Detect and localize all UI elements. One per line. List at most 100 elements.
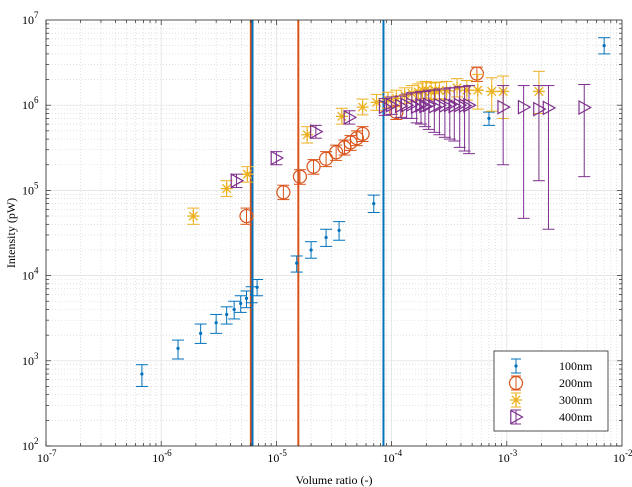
data-point	[471, 84, 484, 97]
data-point	[419, 98, 433, 114]
data-point	[412, 85, 425, 98]
data-point	[337, 228, 341, 232]
series-3	[230, 83, 592, 230]
error-bar	[517, 85, 530, 219]
series-0	[135, 37, 611, 387]
data-point	[244, 296, 249, 301]
x-tick-label: 10 -7	[37, 448, 57, 465]
error-bar	[343, 110, 356, 125]
legend-item-1: 200nm	[508, 375, 593, 391]
data-point	[460, 84, 473, 97]
data-point	[487, 116, 491, 120]
legend-item-3: 400nm	[510, 409, 593, 425]
data-point	[469, 66, 484, 81]
y-tick-label: 10 2	[22, 436, 39, 453]
error-bar	[448, 87, 461, 142]
data-point	[306, 159, 321, 174]
data-point	[187, 210, 200, 223]
error-bar	[578, 83, 591, 178]
y-tick-label-exponent: 7	[34, 10, 39, 20]
y-tick-label: 10 3	[22, 351, 39, 368]
error-bar	[330, 144, 343, 161]
data-point	[517, 99, 532, 115]
legend-label: 300nm	[559, 393, 593, 407]
data-point	[309, 248, 313, 252]
data-point	[310, 124, 324, 140]
data-point	[443, 97, 458, 113]
error-bar	[378, 97, 391, 116]
x-axis-title: Volume ratio (-)	[295, 473, 372, 487]
data-point	[355, 126, 370, 142]
x-tick-label-base: 10	[37, 451, 49, 465]
data-point	[176, 346, 180, 350]
data-point	[390, 92, 403, 105]
x-tick-label-base: 10	[498, 451, 510, 465]
data-point	[497, 99, 511, 115]
data-point	[140, 372, 144, 376]
error-bar	[497, 85, 510, 166]
data-point	[335, 110, 348, 123]
y-tick-label-exponent: 3	[34, 351, 39, 361]
data-point	[295, 261, 299, 265]
data-point	[232, 307, 236, 312]
error-bar	[240, 207, 253, 225]
data-point	[372, 201, 376, 206]
data-point	[485, 85, 498, 98]
data-point	[370, 96, 383, 109]
y-tick-label-exponent: 4	[34, 266, 39, 276]
legend-label: 200nm	[559, 376, 593, 390]
data-point	[378, 99, 393, 115]
data-point	[356, 101, 369, 114]
data-point	[199, 331, 203, 335]
data-point	[239, 301, 243, 306]
y-tick-label: 10 5	[22, 180, 39, 197]
error-bar	[542, 85, 555, 230]
data-point	[225, 312, 229, 317]
legend-label: 400nm	[559, 410, 593, 424]
y-tick-label: 10 7	[22, 10, 39, 27]
data-point	[214, 321, 218, 325]
data-point	[510, 409, 524, 425]
data-point	[292, 169, 308, 184]
y-tick-label-base: 10	[22, 354, 34, 368]
data-point	[241, 168, 254, 181]
data-point	[602, 44, 606, 48]
data-point	[542, 100, 557, 116]
data-point	[329, 145, 344, 160]
data-point	[220, 182, 233, 195]
x-tick-label: 10 -3	[498, 448, 518, 465]
x-tick-label-exponent: -4	[395, 448, 403, 458]
error-bar	[438, 88, 451, 138]
series-layer	[135, 37, 611, 387]
x-tick-label-base: 10	[613, 451, 625, 465]
legend: 100nm 200nm 300nm 400nm	[493, 350, 609, 432]
x-tick-label-base: 10	[267, 451, 279, 465]
x-tick-label-exponent: -3	[510, 448, 518, 458]
error-bar	[356, 126, 369, 142]
x-tick-label: 10 -6	[152, 448, 172, 465]
data-point	[415, 97, 429, 113]
data-point	[239, 208, 254, 224]
y-tick-label-base: 10	[22, 98, 34, 112]
tick-marks	[45, 20, 622, 447]
data-point	[255, 285, 259, 289]
data-point	[425, 85, 438, 98]
vertical-lines	[249, 20, 385, 446]
error-bar	[394, 95, 407, 118]
data-point	[578, 99, 592, 116]
data-point	[270, 150, 285, 166]
data-point	[301, 128, 314, 141]
y-tick-label-base: 10	[22, 183, 34, 197]
plot-frame	[45, 19, 623, 447]
legend-box	[493, 350, 609, 432]
data-point	[410, 99, 425, 115]
data-point	[428, 98, 443, 114]
x-tick-label-exponent: -7	[49, 448, 57, 458]
data-point	[510, 394, 522, 406]
data-point	[276, 185, 291, 200]
x-tick-label: 10 -5	[267, 448, 287, 465]
error-bar	[463, 85, 476, 155]
data-point	[463, 97, 477, 113]
